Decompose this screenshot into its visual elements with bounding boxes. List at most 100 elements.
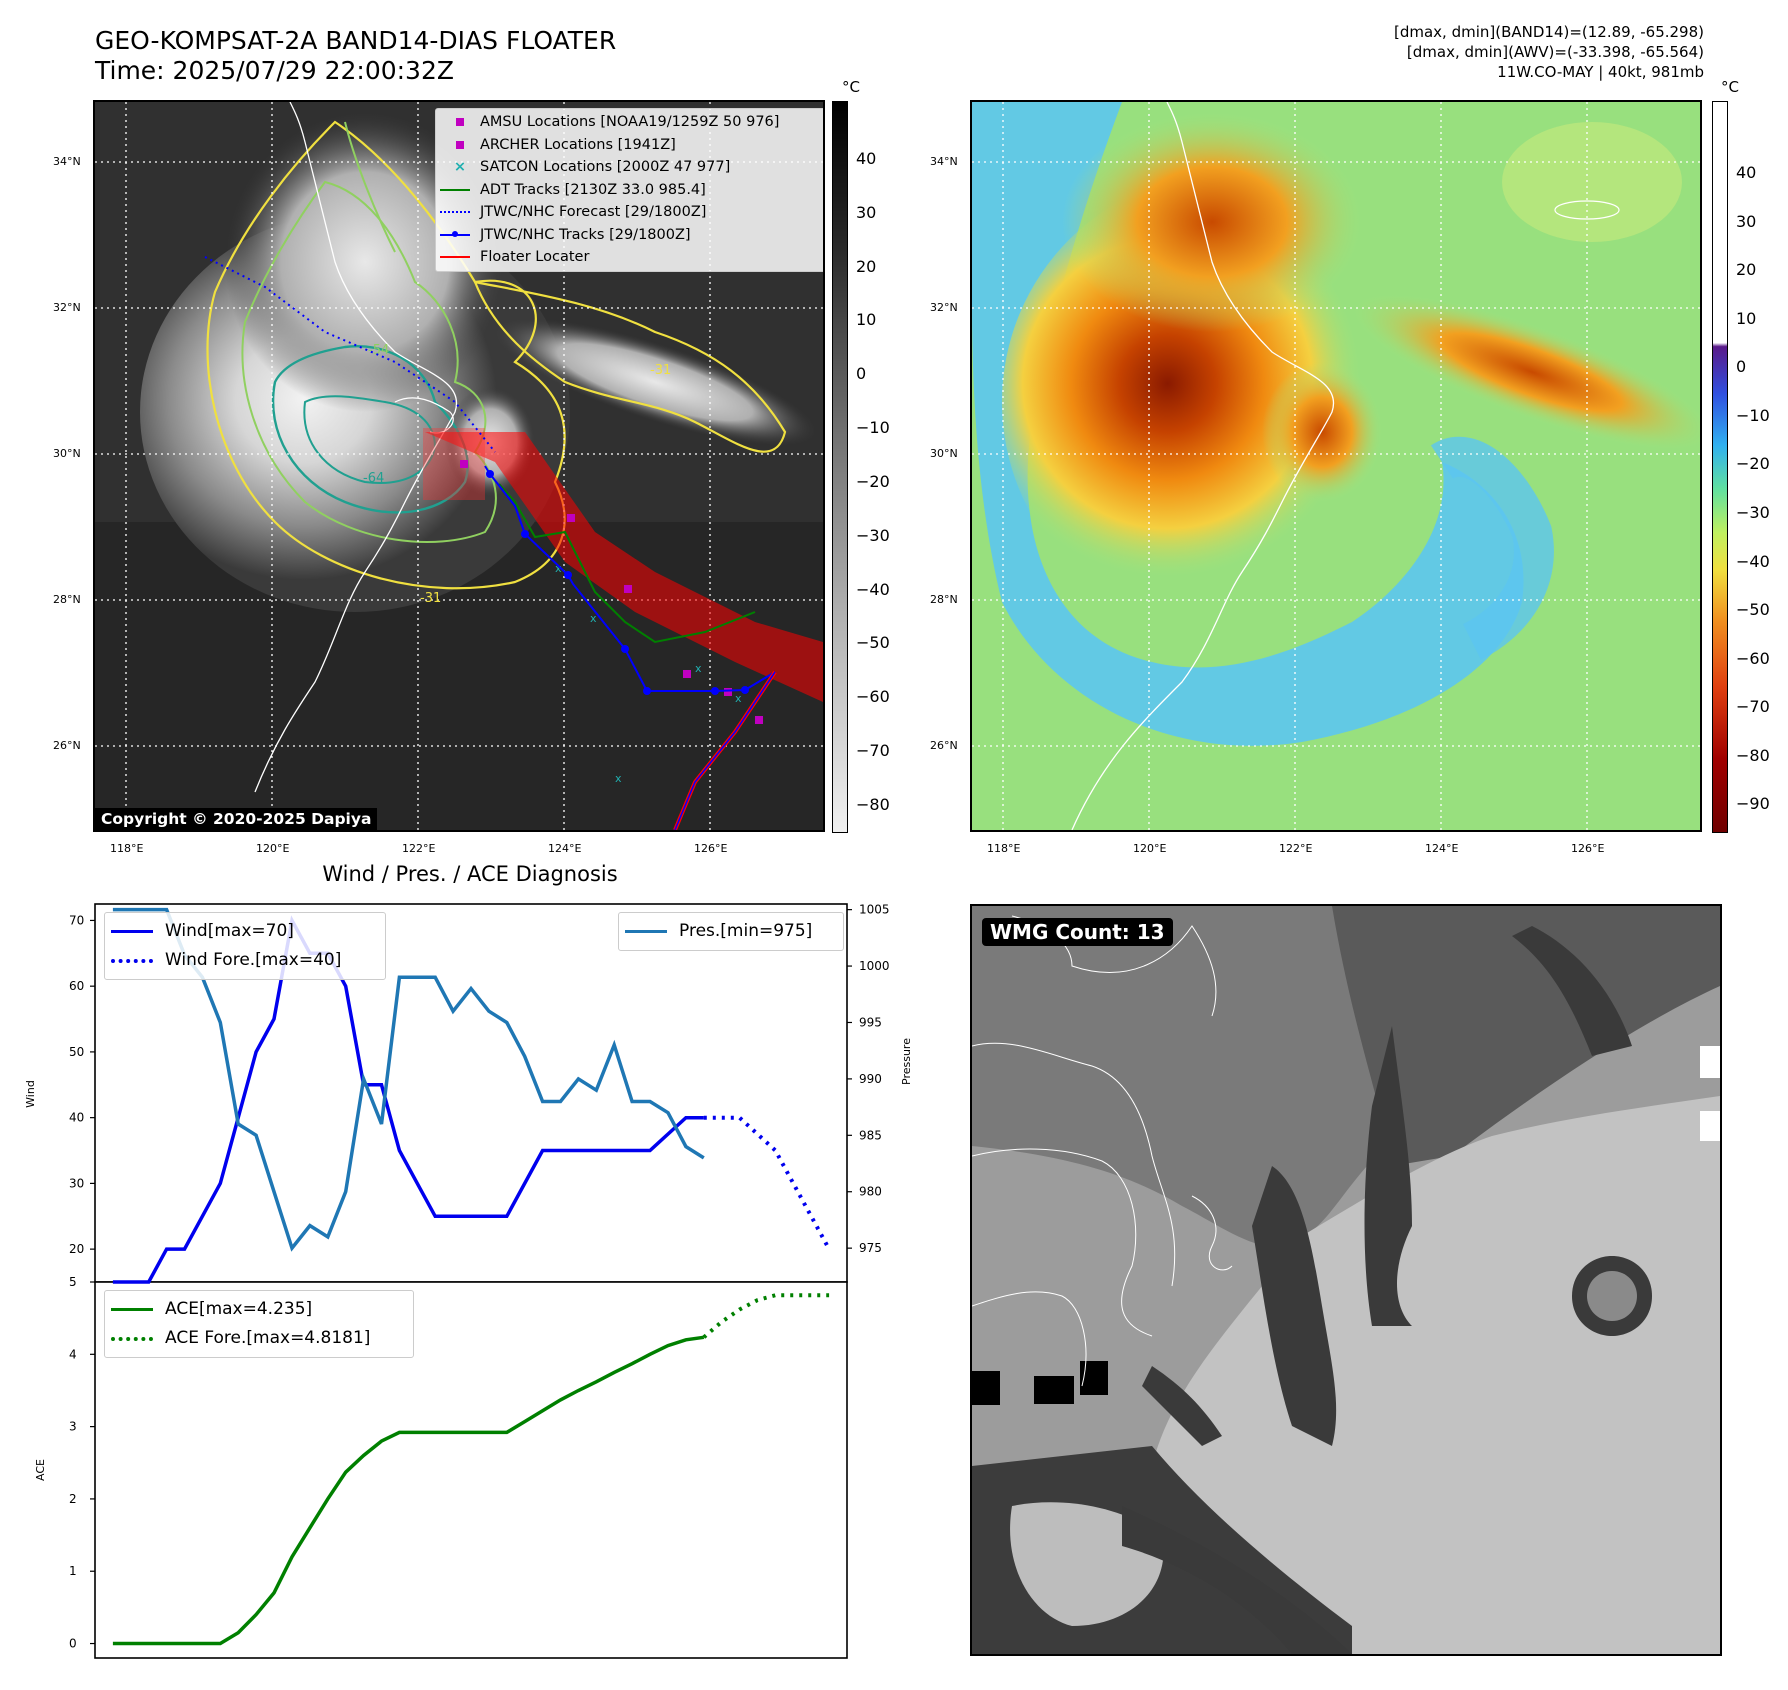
ir-lat-label: 34°N bbox=[53, 155, 81, 168]
wind-legend: Wind[max=70] Wind Fore.[max=40] bbox=[104, 912, 386, 980]
stats-band14: [dmax, dmin](BAND14)=(12.89, -65.298) bbox=[1393, 23, 1704, 41]
ir-colorbar-tick: 0 bbox=[856, 364, 867, 384]
pressure-tick-label: 1000 bbox=[859, 959, 890, 973]
wv-colorbar-tick: 20 bbox=[1736, 260, 1757, 280]
wv-colorbar bbox=[1712, 101, 1728, 833]
pressure-series-line bbox=[112, 907, 705, 1252]
adt-track bbox=[498, 483, 756, 644]
legend-archer: ARCHER Locations [1941Z] bbox=[440, 134, 822, 157]
wv-lon-label: 122°E bbox=[1279, 842, 1313, 855]
legend-amsu: AMSU Locations [NOAA19/1259Z 50 976] bbox=[440, 111, 822, 134]
ir-satellite-panel: -54 -31 -64 -31 x x x x x AMSU Locations [NO… bbox=[93, 100, 825, 832]
legend-satcon: × SATCON Locations [2000Z 47 977] bbox=[453, 159, 731, 175]
legend-ace-fore: ACE Fore.[max=4.8181] bbox=[111, 1324, 407, 1353]
wv-lon-label: 126°E bbox=[1571, 842, 1605, 855]
copyright-badge: Copyright © 2020-2025 Dapiya bbox=[95, 808, 378, 830]
stats-storm: 11W.CO-MAY | 40kt, 981mb bbox=[1497, 63, 1704, 81]
ace-series-line bbox=[112, 1335, 705, 1646]
ir-legend: AMSU Locations [NOAA19/1259Z 50 976] ARC… bbox=[435, 108, 823, 272]
ace-axis-label: ACE bbox=[34, 1459, 47, 1481]
ace-tick-label: 2 bbox=[69, 1492, 77, 1506]
wind-axis-label: Wind bbox=[24, 1080, 37, 1108]
wind-tick-label: 30 bbox=[69, 1176, 84, 1190]
amsu-archer-markers bbox=[460, 460, 763, 724]
legend-pressure: Pres.[min=975] bbox=[625, 917, 837, 946]
svg-text:x: x bbox=[735, 692, 742, 705]
pressure-tick-label: 975 bbox=[859, 1241, 882, 1255]
legend-wind: Wind[max=70] bbox=[111, 917, 379, 946]
title-satellite: GEO-KOMPSAT-2A BAND14-DIAS FLOATER bbox=[95, 26, 617, 55]
wv-lon-label: 118°E bbox=[987, 842, 1021, 855]
wmg-image bbox=[972, 906, 1720, 1654]
svg-text:x: x bbox=[615, 772, 622, 785]
wv-lat-label: 32°N bbox=[930, 301, 958, 314]
jtwc-track-points bbox=[486, 470, 749, 695]
satcon-markers: x x x x x bbox=[555, 562, 742, 785]
floater-locater-band bbox=[425, 432, 823, 702]
wv-colorbar-tick: 30 bbox=[1736, 211, 1757, 231]
wind-tick-label: 60 bbox=[69, 979, 84, 993]
ir-colorbar-tick: −70 bbox=[856, 741, 890, 761]
wv-lon-label: 120°E bbox=[1133, 842, 1167, 855]
wind-series-line bbox=[112, 915, 704, 1284]
figure-title: GEO-KOMPSAT-2A BAND14-DIAS FLOATER Time:… bbox=[95, 26, 616, 86]
ace-tick-label: 0 bbox=[69, 1637, 77, 1651]
wv-colorbar-tick: 0 bbox=[1736, 357, 1747, 377]
ir-lat-label: 32°N bbox=[53, 301, 81, 314]
floater-box bbox=[423, 428, 485, 500]
wv-colorbar-tick: 40 bbox=[1736, 163, 1757, 182]
pressure-tick-label: 1005 bbox=[859, 903, 890, 917]
stats-awv: [dmax, dmin](AWV)=(-33.398, -65.564) bbox=[1406, 43, 1704, 61]
ir-colorbar-tick: −80 bbox=[856, 795, 890, 814]
ace-tick-label: 4 bbox=[69, 1347, 77, 1361]
legend-adt: ADT Tracks [2130Z 33.0 985.4] bbox=[440, 179, 822, 202]
diagnosis-charts: 20 30 40 50 60 70 975 980 985 990 995 1000 1005 0 1 2… bbox=[24, 903, 890, 1659]
ir-colorbar-tick: 10 bbox=[856, 310, 877, 330]
ace-legend: ACE[max=4.235] ACE Fore.[max=4.8181] bbox=[104, 1290, 414, 1358]
ir-lon-label: 118°E bbox=[110, 842, 144, 855]
ace-forecast-series-line bbox=[702, 1293, 830, 1339]
legend-wind-fore: Wind Fore.[max=40] bbox=[111, 946, 379, 975]
contour-label: -54 bbox=[368, 343, 389, 358]
wv-colorbar-tick: −70 bbox=[1736, 697, 1770, 717]
wind-tick-label: 70 bbox=[69, 913, 84, 927]
wv-colorbar-tick: −80 bbox=[1736, 745, 1770, 765]
legend-jtwc-forecast: JTWC/NHC Forecast [29/1800Z] bbox=[440, 201, 822, 224]
pressure-tick-label: 980 bbox=[859, 1185, 882, 1199]
wv-lat-label: 30°N bbox=[930, 447, 958, 460]
ir-lon-label: 124°E bbox=[548, 842, 582, 855]
ir-colorbar-tick: −30 bbox=[856, 525, 890, 545]
wind-forecast-series-line bbox=[703, 1115, 831, 1251]
svg-text:x: x bbox=[590, 612, 597, 625]
wv-satellite-panel bbox=[970, 100, 1702, 832]
ir-colorbar-tick: 20 bbox=[856, 256, 877, 276]
wv-lat-label: 34°N bbox=[930, 155, 958, 168]
wv-colorbar-tick: −60 bbox=[1736, 648, 1770, 668]
ir-colorbar-tick: 30 bbox=[856, 202, 877, 222]
wmg-panel: WMG Count: 13 bbox=[970, 904, 1722, 1656]
pressure-tick-label: 995 bbox=[859, 1015, 882, 1029]
ir-lat-label: 30°N bbox=[53, 447, 81, 460]
ir-colorbar-tick: −60 bbox=[856, 687, 890, 707]
ir-colorbar-tick: −10 bbox=[856, 418, 890, 438]
wind-tick-label: 20 bbox=[69, 1242, 84, 1256]
ir-colorbar-unit: °C bbox=[842, 78, 860, 96]
contour-label: -64 bbox=[363, 471, 384, 486]
contour-label: -31 bbox=[420, 591, 441, 606]
wv-colorbar-tick: −20 bbox=[1736, 454, 1770, 474]
ir-colorbar-tick: 40 bbox=[856, 148, 877, 168]
ir-lat-label: 28°N bbox=[53, 593, 81, 606]
wind-tick-label: 50 bbox=[69, 1045, 84, 1059]
wmg-count-badge: WMG Count: 13 bbox=[982, 918, 1173, 946]
ir-lat-label: 26°N bbox=[53, 739, 81, 752]
ace-tick-label: 1 bbox=[69, 1564, 77, 1578]
contour-label: -31 bbox=[650, 363, 671, 378]
wv-colorbar-tick: −90 bbox=[1736, 794, 1770, 814]
wv-colorbar-tick: −40 bbox=[1736, 551, 1770, 571]
diagnosis-title: Wind / Pres. / ACE Diagnosis bbox=[322, 862, 618, 886]
wv-colorbar-tick: −10 bbox=[1736, 405, 1770, 425]
legend-jtwc-tracks: JTWC/NHC Tracks [29/1800Z] bbox=[440, 224, 822, 247]
pressure-tick-label: 990 bbox=[859, 1072, 882, 1086]
wv-colorbar-unit: °C bbox=[1721, 78, 1739, 96]
wv-colorbar-tick: −50 bbox=[1736, 600, 1770, 620]
